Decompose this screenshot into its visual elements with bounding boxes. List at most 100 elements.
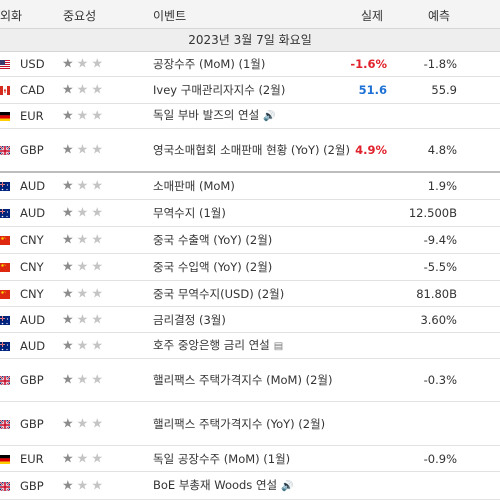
star-icon: ★ xyxy=(76,338,89,353)
importance-stars: ★ ★ ★ xyxy=(62,260,106,275)
star-icon: ★ xyxy=(76,259,89,275)
event-name[interactable]: 중국 수입액 (YoY) (2월) xyxy=(153,259,353,275)
table-row[interactable]: GBP ★ ★ ★ 핼리팩스 주택가격지수 (MoM) (2월) -0.3% xyxy=(0,359,500,402)
uk-flag-icon xyxy=(0,418,10,429)
star-icon: ★ xyxy=(91,82,103,98)
star-icon: ★ xyxy=(76,142,89,158)
table-header: 외화 중요성 이벤트 실제 예측 xyxy=(0,0,500,29)
forecast-value: -0.9% xyxy=(423,451,457,466)
star-icon: ★ xyxy=(76,478,89,493)
star-icon: ★ xyxy=(76,56,89,72)
importance-stars: ★ ★ ★ xyxy=(62,57,106,72)
star-icon: ★ xyxy=(91,338,103,353)
speaker-icon: 🔊 xyxy=(281,480,294,492)
table-row[interactable]: GBP ★ ★ ★ BoE 부총재 Woods 연설 🔊 xyxy=(0,472,500,500)
star-icon: ★ xyxy=(62,451,74,466)
event-name[interactable]: 호주 중앙은행 금리 연설 ▤ xyxy=(153,337,353,355)
china-flag-icon xyxy=(0,289,10,299)
star-icon: ★ xyxy=(76,205,89,221)
importance-stars: ★ ★ ★ xyxy=(62,233,106,248)
event-name[interactable]: Ivey 구매관리자지수 (2월) xyxy=(153,82,353,98)
star-icon: ★ xyxy=(76,108,89,124)
forecast-value: 55.9 xyxy=(431,83,457,97)
event-name[interactable]: BoE 부총재 Woods 연설 🔊 xyxy=(153,477,353,495)
table-row[interactable]: AUD ★ ★ ★ 소매판매 (MoM) 1.9% xyxy=(0,173,500,200)
star-icon: ★ xyxy=(91,205,103,221)
actual-value: 4.9% xyxy=(355,143,387,157)
event-label: BoE 부총재 Woods 연설 xyxy=(153,477,278,492)
canada-flag-icon xyxy=(0,85,10,95)
event-name[interactable]: 영국소매협회 소매판매 현황 (YoY) (2월) xyxy=(153,142,353,158)
star-icon: ★ xyxy=(62,178,74,194)
table-row[interactable]: CNY ★ ★ ★ 중국 수입액 (YoY) (2월) -5.5% xyxy=(0,254,500,281)
table-row[interactable]: GBP ★ ★ ★ 핼리팩스 주택가격지수 (YoY) (2월) xyxy=(0,402,500,446)
currency-label: CNY xyxy=(20,260,44,274)
event-name[interactable]: 독일 공장수주 (MoM) (1월) xyxy=(153,451,353,467)
currency-label: USD xyxy=(20,57,45,71)
table-row[interactable]: AUD ★ ★ ★ 호주 중앙은행 금리 연설 ▤ xyxy=(0,333,500,359)
australia-flag-icon xyxy=(0,181,10,191)
header-actual: 실제 xyxy=(361,9,384,23)
currency-label: GBP xyxy=(20,143,44,157)
event-label: 중국 수입액 (YoY) (2월) xyxy=(153,260,273,274)
forecast-value: 1.9% xyxy=(427,179,457,193)
event-name[interactable]: 독일 부바 발즈의 연설 🔊 xyxy=(153,107,353,125)
star-icon: ★ xyxy=(62,232,74,248)
header-forecast: 예측 xyxy=(428,9,451,23)
table-row[interactable]: CNY ★ ★ ★ 중국 수출액 (YoY) (2월) -9.4% xyxy=(0,227,500,254)
star-icon: ★ xyxy=(76,82,89,98)
star-icon: ★ xyxy=(62,259,74,275)
star-icon: ★ xyxy=(62,478,74,493)
event-name[interactable]: 핼리팩스 주택가격지수 (MoM) (2월) xyxy=(153,372,353,388)
importance-stars: ★ ★ ★ xyxy=(62,83,106,98)
australia-flag-icon xyxy=(0,341,10,351)
event-name[interactable]: 중국 무역수지(USD) (2월) xyxy=(153,286,353,302)
star-icon: ★ xyxy=(91,478,103,493)
currency-label: AUD xyxy=(20,338,46,353)
event-label: 독일 부바 발즈의 연설 xyxy=(153,108,260,122)
star-icon: ★ xyxy=(91,232,103,248)
currency-label: CNY xyxy=(20,233,44,247)
header-event: 이벤트 xyxy=(153,9,187,23)
table-row[interactable]: CNY ★ ★ ★ 중국 무역수지(USD) (2월) 81.80B xyxy=(0,281,500,307)
star-icon: ★ xyxy=(91,56,103,72)
header-importance: 중요성 xyxy=(63,9,97,23)
forecast-value: -0.3% xyxy=(423,373,457,387)
actual-value: 51.6 xyxy=(358,83,387,97)
event-name[interactable]: 무역수지 (1월) xyxy=(153,205,353,221)
importance-stars: ★ ★ ★ xyxy=(62,179,106,194)
event-label: 독일 공장수주 (MoM) (1월) xyxy=(153,451,291,466)
table-row[interactable]: CAD ★ ★ ★ Ivey 구매관리자지수 (2월) 51.6 55.9 xyxy=(0,77,500,104)
forecast-value: -5.5% xyxy=(423,260,457,274)
germany-flag-icon xyxy=(0,111,10,121)
event-name[interactable]: 소매판매 (MoM) xyxy=(153,178,353,194)
event-name[interactable]: 공장수주 (MoM) (1월) xyxy=(153,56,353,72)
currency-label: AUD xyxy=(20,179,46,193)
event-label: 중국 수출액 (YoY) (2월) xyxy=(153,233,273,247)
table-row[interactable]: USD ★ ★ ★ 공장수주 (MoM) (1월) -1.6% -1.8% xyxy=(0,52,500,77)
star-icon: ★ xyxy=(76,451,89,466)
star-icon: ★ xyxy=(91,312,103,327)
speaker-icon: 🔊 xyxy=(263,111,276,122)
importance-stars: ★ ★ ★ xyxy=(62,338,106,353)
star-icon: ★ xyxy=(76,286,89,301)
event-name[interactable]: 핼리팩스 주택가격지수 (YoY) (2월) xyxy=(153,416,353,432)
table-row[interactable]: AUD ★ ★ ★ 무역수지 (1월) 12.500B xyxy=(0,200,500,227)
event-name[interactable]: 금리결정 (3월) xyxy=(153,312,353,328)
table-row[interactable]: GBP ★ ★ ★ 영국소매협회 소매판매 현황 (YoY) (2월) 4.9% 4.8% xyxy=(0,129,500,173)
currency-label: AUD xyxy=(20,206,46,220)
importance-stars: ★ ★ ★ xyxy=(62,451,106,466)
event-label: 핼리팩스 주택가격지수 (MoM) (2월) xyxy=(153,373,333,387)
event-label: 영국소매협회 소매판매 현황 (YoY) (2월) xyxy=(153,143,350,157)
star-icon: ★ xyxy=(76,416,89,431)
star-icon: ★ xyxy=(62,338,74,353)
event-name[interactable]: 중국 수출액 (YoY) (2월) xyxy=(153,232,353,248)
star-icon: ★ xyxy=(91,259,103,275)
star-icon: ★ xyxy=(62,82,74,98)
table-row[interactable]: EUR ★ ★ ★ 독일 부바 발즈의 연설 🔊 xyxy=(0,104,500,129)
event-label: 소매판매 (MoM) xyxy=(153,179,235,193)
uk-flag-icon xyxy=(0,145,10,155)
table-row[interactable]: EUR ★ ★ ★ 독일 공장수주 (MoM) (1월) -0.9% xyxy=(0,446,500,472)
table-row[interactable]: AUD ★ ★ ★ 금리결정 (3월) 3.60% xyxy=(0,307,500,333)
event-label: 호주 중앙은행 금리 연설 xyxy=(153,337,270,352)
